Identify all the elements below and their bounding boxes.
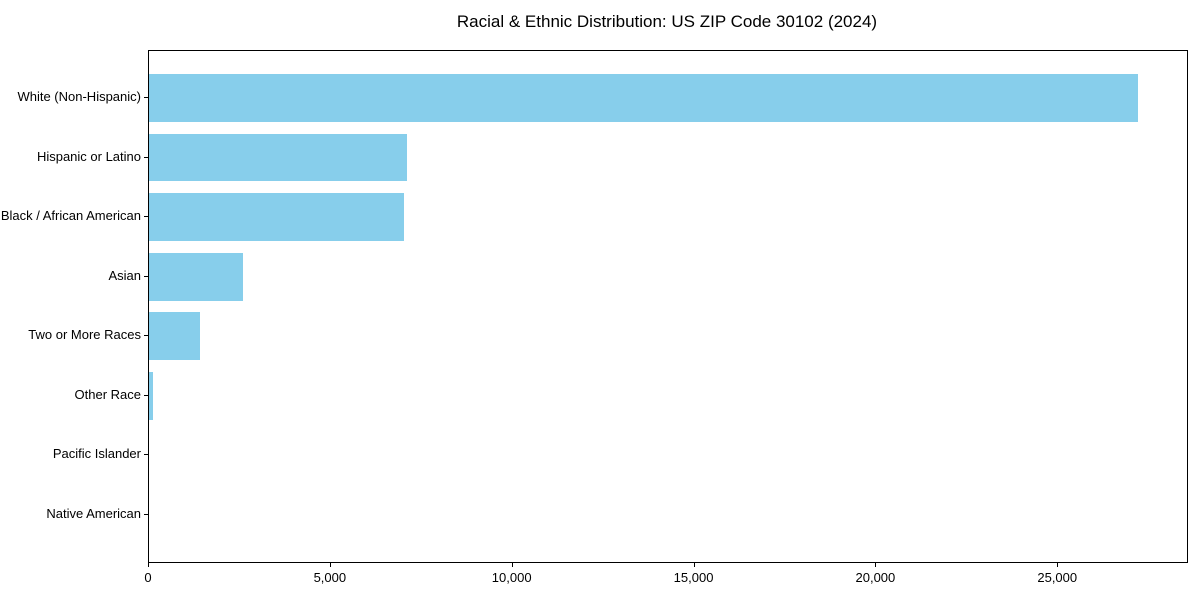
bar — [149, 133, 407, 182]
bar — [149, 74, 1138, 122]
x-tick-mark — [1057, 562, 1059, 567]
x-axis-label: 0 — [144, 570, 152, 585]
y-tick-mark — [144, 514, 148, 516]
bar — [149, 372, 153, 420]
x-tick-mark — [511, 562, 513, 567]
y-axis-label: Two or More Races — [28, 327, 141, 343]
x-axis-label: 10,000 — [491, 570, 532, 585]
x-axis-label: 20,000 — [855, 570, 896, 585]
y-tick-mark — [144, 216, 148, 218]
bar — [149, 252, 243, 301]
x-tick-mark — [875, 562, 877, 567]
x-axis-label: 25,000 — [1037, 570, 1078, 585]
y-axis-label: Pacific Islander — [52, 446, 141, 462]
x-tick-mark — [329, 562, 331, 567]
bar — [149, 312, 200, 361]
y-tick-mark — [144, 156, 148, 158]
y-tick-mark — [144, 394, 148, 396]
x-axis-label: 5,000 — [313, 570, 347, 585]
x-tick-mark — [148, 562, 149, 567]
y-axis-label: White (Non-Hispanic) — [17, 88, 141, 104]
y-axis-label: Native American — [46, 506, 141, 522]
y-tick-mark — [144, 275, 148, 277]
chart-title: Racial & Ethnic Distribution: US ZIP Cod… — [456, 12, 878, 31]
y-tick-mark — [144, 454, 148, 456]
y-axis-label: Asian — [108, 267, 141, 283]
x-axis-label: 15,000 — [673, 570, 714, 585]
y-axis-label: Other Race — [74, 386, 141, 402]
plot-area — [148, 50, 1188, 563]
y-axis-label: Black / African American — [0, 208, 141, 224]
y-axis-label: Hispanic or Latino — [36, 148, 141, 164]
bar — [149, 193, 405, 241]
x-tick-mark — [693, 562, 695, 567]
y-tick-mark — [144, 96, 148, 98]
y-tick-mark — [144, 335, 148, 337]
